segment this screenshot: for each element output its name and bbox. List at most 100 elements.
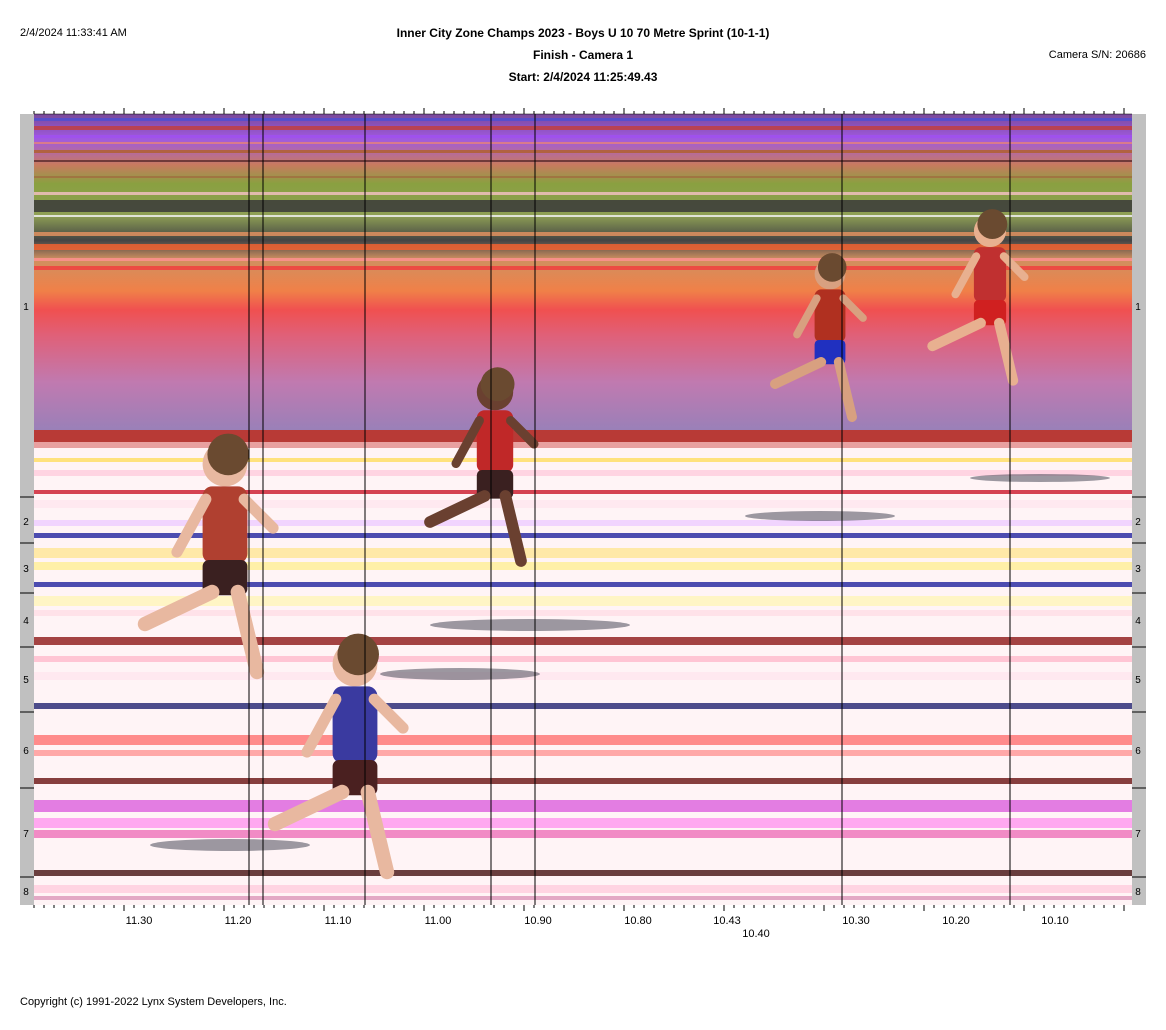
start-line: Start: 2/4/2024 11:25:49.43	[508, 70, 658, 84]
runner-shadow	[970, 474, 1110, 482]
runner-arm	[301, 693, 342, 758]
track-stripe	[34, 458, 1132, 462]
axis-tick-label: 10.30	[842, 915, 870, 927]
copyright: Copyright (c) 1991-2022 Lynx System Deve…	[20, 996, 287, 1008]
lane-label-7: 7	[1135, 829, 1141, 840]
track-stripe	[34, 610, 1132, 616]
right-gutter	[1132, 114, 1146, 905]
image-band	[34, 215, 1132, 217]
runner-hair	[480, 367, 515, 402]
track-stripe	[34, 735, 1132, 745]
runner-leg	[994, 317, 1019, 386]
lane-label-3: 3	[23, 564, 29, 575]
axis-tick-label: 11.10	[325, 915, 352, 927]
left-gutter	[20, 114, 34, 905]
runner-arm	[368, 693, 409, 734]
axis-tick-label: 10.90	[524, 915, 552, 927]
runner-shadow	[745, 511, 895, 521]
runner-leg	[833, 357, 857, 422]
image-band	[34, 232, 1132, 236]
runner	[770, 253, 867, 422]
lane-label-2: 2	[1135, 517, 1141, 528]
runner-hair	[337, 633, 379, 676]
runner	[927, 209, 1029, 386]
track-stripe	[34, 548, 1132, 558]
track-edge	[34, 430, 1132, 442]
track-stripe	[34, 703, 1132, 709]
camera-line: Finish - Camera 1	[532, 48, 634, 62]
lane-label-5: 5	[23, 675, 29, 686]
lane-label-8: 8	[23, 887, 29, 898]
image-band	[34, 126, 1132, 130]
track-stripe	[34, 656, 1132, 662]
axis-tick-label: 11.30	[126, 915, 153, 927]
track-stripe	[34, 637, 1132, 645]
track-stripe	[34, 582, 1132, 587]
runner-arm	[171, 493, 212, 558]
track-stripe	[34, 818, 1132, 828]
timing-lines	[248, 114, 1011, 905]
image-band	[34, 192, 1132, 195]
lane-label-3: 3	[1135, 564, 1141, 575]
runner-leg	[424, 490, 491, 528]
runner	[267, 633, 409, 880]
track-image	[20, 114, 1146, 905]
runner-arm	[839, 294, 867, 322]
runner-leg	[927, 317, 986, 352]
track-stripe	[34, 533, 1132, 538]
image-band	[34, 442, 1132, 448]
time-axis: 11.30 11.20 11.10 11.00 10.90 10.80 10.43 10.30…	[33, 108, 1132, 940]
runner-leg	[499, 490, 527, 567]
runner-leg	[137, 584, 220, 632]
axis-tick-label: 11.00	[425, 915, 452, 927]
runner-arm	[999, 252, 1029, 282]
track-stripe	[34, 830, 1132, 838]
track-stripe	[34, 896, 1132, 900]
lane-label-1: 1	[23, 302, 29, 313]
image-band	[34, 160, 1132, 162]
runner-shirt	[814, 289, 846, 343]
event-title: Inner City Zone Champs 2023 - Boys U 10 …	[396, 26, 770, 40]
track-stripe	[34, 885, 1132, 893]
runner-shirt	[973, 247, 1007, 303]
lane-label-6: 6	[23, 746, 29, 757]
track-stripe	[34, 800, 1132, 812]
lane-label-4: 4	[23, 616, 29, 627]
lane-label-5: 5	[1135, 675, 1141, 686]
image-band	[34, 118, 1132, 121]
stands-background	[34, 114, 1132, 430]
runner-hair	[977, 209, 1008, 240]
lane-labels: 1 1 2 2 3 3 4 4 5 5 6 6 7 7 8 8	[20, 302, 1146, 898]
axis-tick-label: 10.20	[942, 915, 970, 927]
lane-label-2: 2	[23, 517, 29, 528]
track-stripe	[34, 778, 1132, 784]
track-stripe	[34, 490, 1132, 494]
runner-hair	[817, 253, 847, 282]
lane-label-8: 8	[1135, 887, 1141, 898]
axis-secondary-label: 10.40	[742, 928, 770, 940]
track-stripe	[34, 500, 1132, 508]
runner-shadow	[380, 668, 540, 680]
image-band	[34, 142, 1132, 144]
runner-shadow	[150, 839, 310, 851]
runner-shirt	[476, 410, 514, 473]
axis-tick-label: 11.20	[225, 915, 252, 927]
track-stripe	[34, 470, 1132, 476]
runner-leg	[360, 784, 395, 880]
runner-leg	[770, 357, 827, 389]
camera-serial: Camera S/N: 20686	[1048, 49, 1146, 61]
image-band	[34, 258, 1132, 261]
track-stripe	[34, 596, 1132, 606]
axis-tick-label: 10.43	[713, 915, 741, 927]
image-band	[34, 135, 1132, 138]
track-stripe	[34, 750, 1132, 756]
runner-leg	[267, 784, 350, 832]
image-band	[34, 150, 1132, 153]
lane-label-4: 4	[1135, 616, 1141, 627]
axis-tick-label: 10.80	[624, 915, 652, 927]
runner-shirt	[202, 486, 248, 564]
lane-label-1: 1	[1135, 302, 1141, 313]
image-band	[34, 176, 1132, 178]
track-stripe	[34, 870, 1132, 876]
